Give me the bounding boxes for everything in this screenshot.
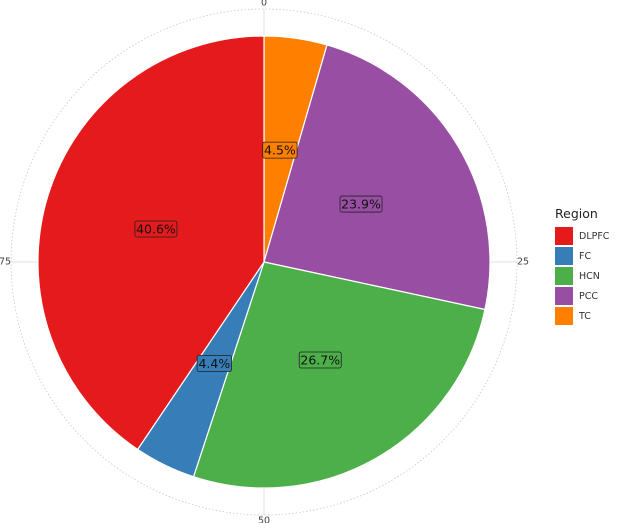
slice-label-fc: 4.4% xyxy=(198,356,230,371)
legend-swatch xyxy=(555,227,573,245)
legend-item-pcc: PCC xyxy=(555,286,609,306)
legend-swatch xyxy=(555,247,573,265)
legend-swatch xyxy=(555,287,573,305)
legend-item-hcn: HCN xyxy=(555,266,609,286)
legend-item-fc: FC xyxy=(555,246,609,266)
theta-tick-label-75: 75 xyxy=(0,257,11,268)
theta-tick-label-50: 50 xyxy=(258,516,270,523)
legend-label: DLPFC xyxy=(579,230,610,242)
legend-swatch xyxy=(555,307,573,325)
legend-label: PCC xyxy=(579,290,598,302)
slice-label-box-pcc xyxy=(339,195,383,213)
theta-tick-label-25: 25 xyxy=(517,257,529,268)
slice-label-box-fc xyxy=(196,355,232,372)
slice-label-dlpfc: 40.6% xyxy=(136,221,176,236)
pie-slice-hcn xyxy=(192,261,486,489)
slice-label-tc: 4.5% xyxy=(264,143,296,158)
legend-title: Region xyxy=(555,206,598,221)
legend-swatch xyxy=(555,267,573,285)
theta-tick-label-0: 0 xyxy=(261,0,267,9)
legend-label: TC xyxy=(579,310,591,322)
legend-items: DLPFC FC HCN PCC TC xyxy=(555,226,609,326)
legend-label: FC xyxy=(579,250,592,262)
legend-label: HCN xyxy=(579,270,600,282)
slice-label-box-tc xyxy=(262,141,298,159)
legend-item-tc: TC xyxy=(555,306,609,326)
pie-slice-pcc xyxy=(263,44,491,311)
pie-slice-dlpfc xyxy=(37,35,265,451)
slice-label-box-dlpfc xyxy=(134,220,178,238)
slice-label-hcn: 26.7% xyxy=(300,353,340,368)
slice-label-pcc: 23.9% xyxy=(341,197,381,212)
legend-item-dlpfc: DLPFC xyxy=(555,226,609,246)
slice-label-box-hcn xyxy=(298,351,342,369)
legend: Region DLPFC FC HCN PCC TC xyxy=(555,206,609,326)
